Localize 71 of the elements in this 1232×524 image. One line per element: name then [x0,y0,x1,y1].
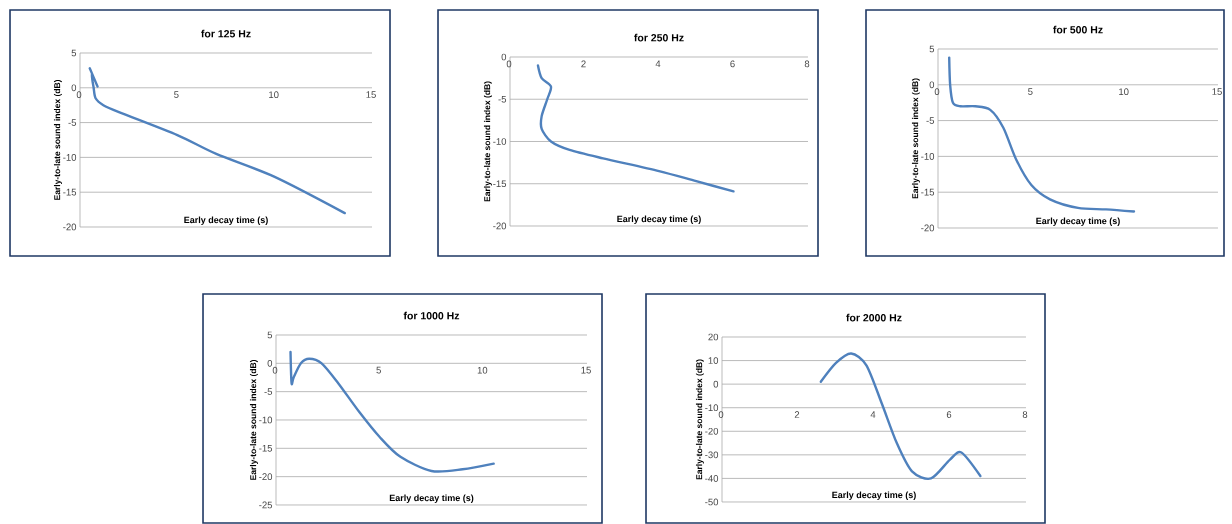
chart-title: for 2000 Hz [846,313,902,322]
x-tick-label: 0 [272,366,278,374]
y-axis-title: Early-to-late sound index (dB) [53,79,62,200]
y-tick-label: -10 [259,416,273,424]
x-tick-label: 2 [581,60,586,68]
x-tick-label: 10 [477,366,488,374]
y-tick-label: -25 [259,501,273,509]
x-axis-title: Early decay time (s) [389,494,474,503]
y-tick-label: 10 [708,357,719,364]
x-tick-label: 0 [718,411,724,418]
x-tick-label: 0 [76,91,82,99]
x-axis-title: Early decay time (s) [617,215,701,224]
x-tick-label: 2 [794,411,800,418]
y-tick-label: 0 [501,53,507,61]
y-tick-label: -5 [498,95,507,103]
y-tick-label: -15 [259,445,273,452]
y-tick-label: -50 [705,498,719,506]
x-tick-label: 15 [366,91,376,98]
line-series [289,350,495,473]
chart-title: for 1000 Hz [403,311,460,320]
y-tick-label: -20 [705,427,719,435]
y-tick-label: -10 [63,154,77,161]
y-tick-label: -10 [705,404,719,412]
x-tick-label: 5 [174,91,179,98]
y-tick-label: 0 [267,359,273,367]
y-tick-label: -5 [68,119,77,126]
line-series [88,67,346,215]
x-tick-label: 4 [655,60,661,68]
y-tick-label: -10 [493,138,507,145]
x-tick-label: 0 [506,60,512,68]
y-tick-label: -20 [259,473,273,481]
y-tick-label: -20 [921,224,935,232]
chart-title: for 500 Hz [1053,25,1103,34]
y-tick-label: -15 [493,180,507,188]
x-axis-title: Early decay time (s) [832,491,916,500]
chart-title: for 125 Hz [201,29,251,38]
x-tick-label: 8 [1022,411,1028,418]
x-tick-label: 8 [804,60,810,68]
y-tick-label: -30 [705,451,719,459]
line-series [819,352,982,480]
x-tick-label: 15 [1212,88,1222,95]
x-axis-title: Early decay time (s) [184,216,268,225]
x-tick-label: 6 [730,60,735,68]
y-tick-label: 0 [713,380,719,388]
y-tick-label: 5 [267,331,273,339]
y-axis-title: Early-to-late sound index (dB) [911,78,920,199]
y-tick-label: 0 [929,81,935,89]
x-tick-label: 15 [581,366,591,374]
y-tick-label: -15 [63,188,77,196]
x-tick-label: 5 [1028,88,1033,95]
y-axis-title: Early-to-late sound index (dB) [249,359,258,480]
y-tick-label: -20 [63,223,77,231]
y-tick-label: 20 [708,333,719,341]
y-tick-label: 5 [929,45,935,53]
chart-title: for 250 Hz [634,33,684,42]
x-axis-title: Early decay time (s) [1036,217,1120,226]
x-tick-label: 10 [1119,88,1129,96]
y-tick-label: -15 [921,188,935,196]
y-axis-title: Early-to-late sound index (dB) [483,81,492,202]
y-tick-label: -10 [921,153,935,160]
x-tick-label: 0 [934,88,940,96]
x-tick-label: 6 [946,411,952,418]
y-tick-label: -5 [926,117,935,124]
line-series [948,56,1136,213]
x-tick-label: 5 [376,366,381,374]
x-tick-label: 4 [870,411,876,418]
y-tick-label: -5 [264,388,273,395]
y-tick-label: -20 [493,222,507,230]
y-axis-title: Early-to-late sound index (dB) [695,359,704,480]
y-tick-label: 5 [71,49,77,57]
y-tick-label: -40 [705,475,719,482]
